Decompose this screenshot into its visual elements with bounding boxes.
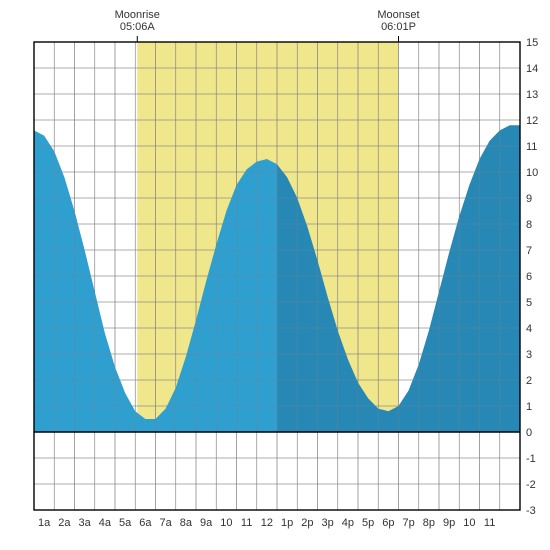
annotation-label: Moonset <box>377 9 419 21</box>
x-tick-label: 7p <box>403 517 415 529</box>
annotation-time: 06:01P <box>381 21 416 33</box>
x-tick-label: 2p <box>301 517 313 529</box>
x-tick-label: 3a <box>79 517 92 529</box>
y-tick-label: 14 <box>526 63 538 75</box>
y-tick-label: 2 <box>526 375 532 387</box>
y-tick-label: -1 <box>526 453 536 465</box>
y-tick-label: -2 <box>526 479 536 491</box>
x-tick-label: 10 <box>220 517 232 529</box>
x-tick-label: 12 <box>261 517 273 529</box>
y-tick-label: 13 <box>526 89 538 101</box>
x-tick-label: 2a <box>58 517 71 529</box>
x-tick-label: 11 <box>484 517 495 529</box>
y-tick-label: 10 <box>526 167 538 179</box>
y-tick-label: 0 <box>526 427 532 439</box>
tide-chart: -3-2-101234567891011121314151a2a3a4a5a6a… <box>0 0 550 550</box>
y-tick-label: 6 <box>526 271 532 283</box>
x-tick-label: 7a <box>160 517 173 529</box>
y-tick-label: 15 <box>526 37 538 49</box>
x-tick-label: 8p <box>423 517 435 529</box>
tide-chart-svg: -3-2-101234567891011121314151a2a3a4a5a6a… <box>0 0 550 550</box>
x-tick-label: 4a <box>99 517 112 529</box>
y-tick-label: 8 <box>526 219 532 231</box>
y-tick-label: 4 <box>526 323 532 335</box>
x-tick-label: 3p <box>322 517 334 529</box>
y-tick-label: 9 <box>526 193 532 205</box>
x-tick-label: 9p <box>443 517 455 529</box>
x-tick-label: 1p <box>281 517 293 529</box>
x-tick-label: 1a <box>38 517 51 529</box>
annotation-time: 05:06A <box>120 21 156 33</box>
x-tick-label: 10 <box>463 517 475 529</box>
y-tick-label: 5 <box>526 297 532 309</box>
x-tick-label: 4p <box>342 517 354 529</box>
x-tick-label: 8a <box>180 517 193 529</box>
y-tick-label: -3 <box>526 505 536 517</box>
annotation-label: Moonrise <box>115 9 160 21</box>
y-tick-label: 1 <box>526 401 532 413</box>
x-tick-label: 6a <box>139 517 152 529</box>
y-tick-label: 12 <box>526 115 538 127</box>
y-tick-label: 3 <box>526 349 532 361</box>
y-tick-label: 7 <box>526 245 532 257</box>
x-tick-label: 9a <box>200 517 213 529</box>
x-tick-label: 11 <box>241 517 252 529</box>
x-tick-label: 6p <box>382 517 394 529</box>
y-tick-label: 11 <box>526 141 537 153</box>
x-tick-label: 5a <box>119 517 132 529</box>
x-tick-label: 5p <box>362 517 374 529</box>
